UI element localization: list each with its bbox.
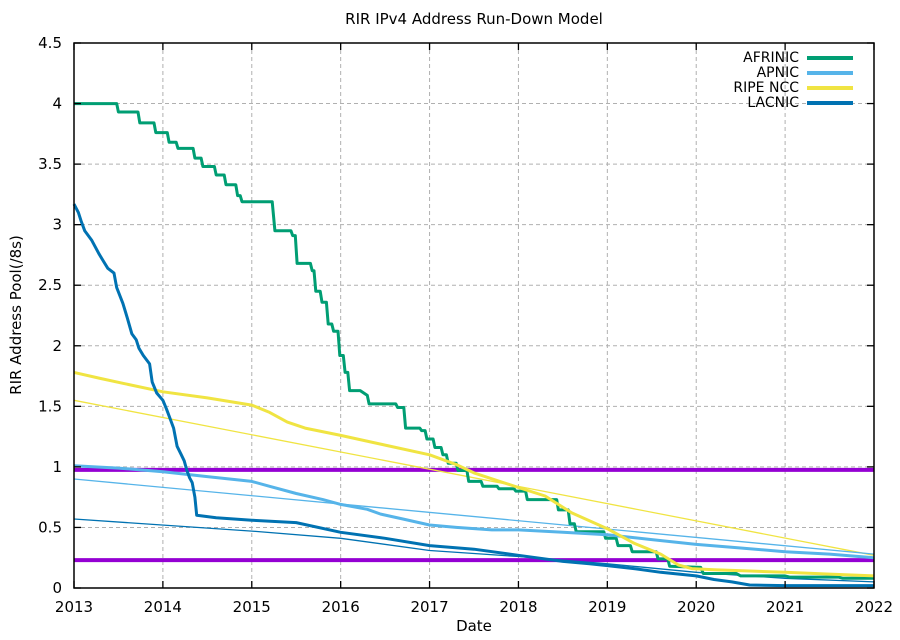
x-tick-label-2018: 2018 <box>499 598 537 616</box>
y-axis-label: RIR Address Pool(/8s) <box>7 235 25 395</box>
series-line-apnic <box>73 464 875 560</box>
legend-label-ripe-ncc: RIPE NCC <box>733 80 799 96</box>
series-line-afrinic <box>74 102 874 580</box>
legend-label-apnic: APNIC <box>756 65 799 81</box>
model-line-apnic-model <box>73 478 875 555</box>
series-line-ripe-ncc <box>73 370 875 578</box>
series-line-lacnic <box>72 203 874 588</box>
x-tick-label-2016: 2016 <box>322 598 360 616</box>
legend-label-afrinic: AFRINIC <box>743 50 799 66</box>
legend-swatch-afrinic <box>807 56 853 60</box>
legend-swatch-apnic <box>807 71 853 75</box>
y-tick-label-4.5: 4.5 <box>38 34 62 52</box>
y-tick-label-0: 0 <box>52 579 62 597</box>
legend: AFRINIC APNIC RIPE NCC LACNIC <box>733 51 853 111</box>
y-tick-label-2.5: 2.5 <box>38 276 62 294</box>
model-line-ripe-ncc-model <box>73 399 875 556</box>
legend-swatch-lacnic <box>807 101 853 105</box>
y-tick-label-2: 2 <box>52 337 62 355</box>
x-tick-label-2019: 2019 <box>588 598 626 616</box>
x-tick-label-2015: 2015 <box>233 598 271 616</box>
x-axis-label: Date <box>456 617 492 635</box>
x-tick-label-2017: 2017 <box>410 598 448 616</box>
legend-row-apnic: APNIC <box>733 66 853 80</box>
plot-border <box>73 42 875 589</box>
legend-row-ripe-ncc: RIPE NCC <box>733 81 853 95</box>
legend-label-lacnic: LACNIC <box>747 95 799 111</box>
y-tick-label-1.5: 1.5 <box>38 397 62 415</box>
x-tick-label-2021: 2021 <box>766 598 804 616</box>
x-tick-label-2014: 2014 <box>144 598 182 616</box>
legend-row-afrinic: AFRINIC <box>733 51 853 65</box>
legend-swatch-ripe-ncc <box>807 86 853 90</box>
chart-title: RIR IPv4 Address Run-Down Model <box>345 10 603 28</box>
x-tick-label-2013: 2013 <box>55 598 93 616</box>
y-tick-label-1: 1 <box>52 458 62 476</box>
y-tick-label-0.5: 0.5 <box>38 518 62 536</box>
y-tick-label-4: 4 <box>52 95 62 113</box>
y-tick-label-3: 3 <box>52 216 62 234</box>
x-tick-label-2020: 2020 <box>677 598 715 616</box>
x-tick-label-2022: 2022 <box>855 598 893 616</box>
y-tick-label-3.5: 3.5 <box>38 155 62 173</box>
legend-row-lacnic: LACNIC <box>733 96 853 110</box>
